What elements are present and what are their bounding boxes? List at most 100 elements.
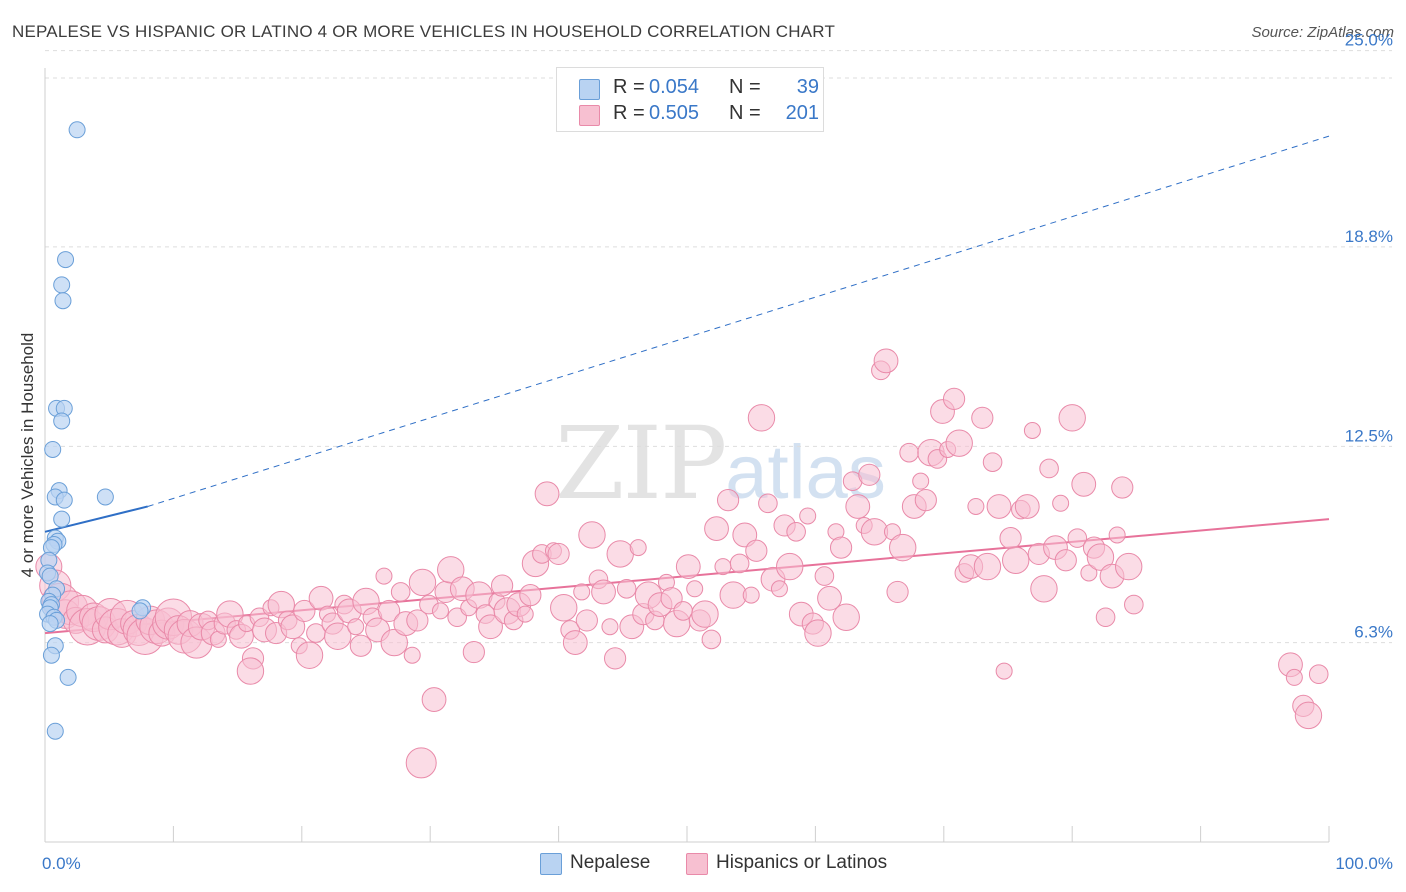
hispanic-point: [832, 603, 860, 631]
hispanic-point: [591, 579, 616, 605]
hispanic-point: [845, 494, 871, 519]
nepalese-point: [68, 121, 86, 139]
series-nepalese-points: [39, 121, 152, 740]
hispanic-point: [758, 493, 778, 514]
hispanic-point: [914, 489, 937, 512]
n-value: 39: [796, 76, 819, 98]
legend-label: Nepalese: [570, 852, 651, 873]
legend-label: Hispanics or Latinos: [716, 852, 888, 873]
nepalese-point: [53, 276, 71, 294]
hispanic-point: [478, 614, 503, 640]
hispanic-point: [1308, 664, 1329, 685]
nepalese-trend-extension: [147, 135, 1330, 507]
hispanic-point: [886, 580, 909, 604]
hispanic-point: [912, 472, 930, 490]
r-value: 0.054: [649, 76, 700, 98]
hispanic-point: [999, 527, 1022, 550]
hispanic-point: [776, 552, 804, 581]
hispanic-point: [1054, 549, 1077, 572]
hispanic-point: [691, 600, 719, 628]
hispanic-point: [629, 539, 647, 557]
x-tick-label: 100.0%: [1335, 854, 1393, 873]
hispanic-point: [786, 521, 806, 542]
hispanic-point: [403, 646, 421, 664]
n-label: N =: [729, 102, 761, 124]
nepalese-point: [57, 251, 75, 269]
hispanic-point: [534, 481, 560, 507]
nepalese-legend-swatch: [540, 853, 562, 875]
hispanic-point: [745, 539, 768, 562]
hispanic-point: [1067, 528, 1088, 548]
hispanic-point: [375, 567, 393, 585]
hispanic-point: [986, 494, 1012, 519]
hispanic-point: [573, 583, 591, 601]
hispanic-point: [729, 553, 750, 574]
hispanic-point: [465, 581, 493, 609]
hispanic-point: [349, 634, 372, 657]
hispanic-point: [799, 507, 817, 525]
hispanic-point: [770, 580, 788, 598]
hispanic-point: [873, 348, 899, 374]
hispanic-point: [1285, 668, 1303, 686]
hispanic-point: [889, 533, 917, 562]
hispanic-point: [324, 622, 352, 650]
hispanic-point: [1014, 494, 1040, 519]
hispanic-point: [578, 521, 606, 549]
hispanic-point: [421, 687, 447, 712]
hispanic-point: [860, 518, 889, 546]
hispanic-point: [942, 387, 966, 410]
hispanic-point: [675, 554, 701, 580]
hispanic-point: [716, 489, 740, 512]
hispanic-point: [719, 581, 747, 609]
source-note: Source: ZipAtlas.com: [1251, 24, 1394, 41]
hispanic-point: [431, 602, 449, 620]
hispanic-point: [732, 522, 758, 548]
y-tick-label: 25.0%: [1345, 31, 1393, 50]
series-hispanic-points: [35, 348, 1329, 779]
tick-labels: 6.3% 12.5% 18.8% 25.0% 0.0% 100.0%: [42, 31, 1393, 873]
hispanic-point: [817, 585, 842, 611]
hispanic-point: [704, 516, 729, 542]
hispanic-point: [1095, 607, 1116, 628]
y-axis-label: 4 or more Vehicles in Household: [18, 332, 37, 578]
hispanic-point: [575, 609, 598, 632]
hispanic-point: [1030, 575, 1058, 603]
n-value: 201: [785, 102, 819, 124]
hispanic-point: [347, 618, 365, 636]
hispanic-point: [562, 630, 588, 655]
hispanic-point: [1039, 458, 1059, 479]
nepalese-point: [59, 668, 77, 686]
hispanic-point: [747, 404, 776, 432]
hispanic-point: [606, 540, 634, 568]
nepalese-swatch: [579, 79, 600, 100]
hispanic-point: [280, 614, 306, 640]
hispanic-point: [405, 747, 437, 779]
r-label: R =: [613, 102, 645, 124]
nepalese-point: [46, 722, 64, 740]
hispanic-point: [1086, 543, 1115, 571]
hispanic-point: [390, 582, 411, 602]
hispanic-point: [1108, 526, 1126, 544]
nepalese-point: [55, 491, 73, 509]
hispanic-point: [829, 536, 853, 559]
hispanic-point: [1052, 494, 1070, 512]
y-tick-label: 18.8%: [1345, 227, 1393, 246]
n-label: N =: [729, 76, 761, 98]
hispanic-point: [462, 640, 485, 664]
hispanic-point: [899, 442, 919, 463]
r-value: 0.505: [649, 102, 700, 124]
stats-box: R = 0.054 N = 39 R = 0.505 N = 201: [556, 67, 824, 132]
hispanic-point: [973, 552, 1002, 581]
hispanic-point: [1058, 404, 1086, 432]
hispanic-point: [1002, 546, 1030, 574]
nepalese-point: [96, 488, 114, 506]
hispanic-point: [814, 566, 835, 586]
hispanic-swatch: [579, 105, 600, 126]
hispanic-point: [804, 619, 832, 647]
hispanic-point: [293, 599, 316, 623]
hispanic-legend-swatch: [686, 853, 708, 875]
r-label: R =: [613, 76, 645, 98]
hispanic-point: [491, 574, 514, 597]
hispanic-point: [408, 568, 437, 597]
